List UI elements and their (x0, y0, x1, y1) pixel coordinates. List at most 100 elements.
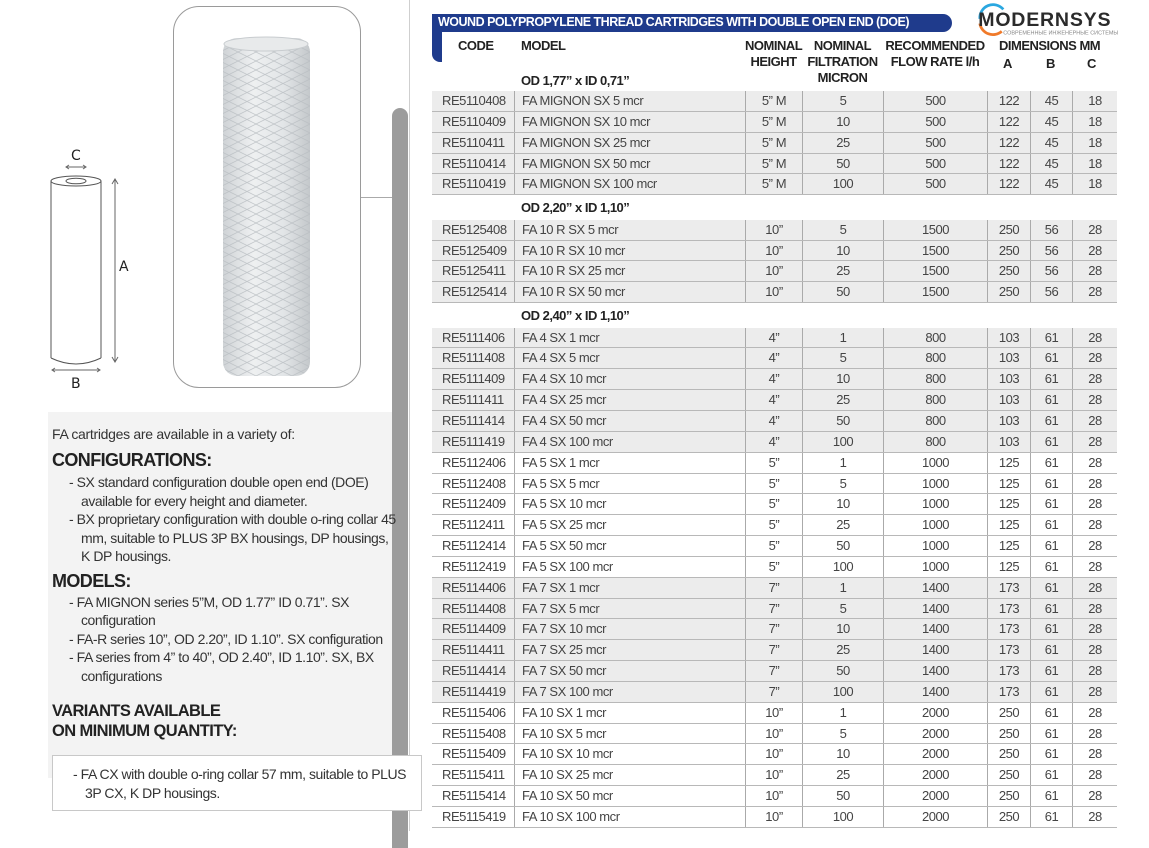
cell-c: 18 (1072, 153, 1117, 174)
cell-height: 4” (745, 390, 802, 410)
cell-b: 45 (1030, 91, 1072, 111)
cell-height: 10” (745, 723, 802, 744)
cell-code: RE5115419 (442, 809, 506, 824)
cell-code: RE5114408 (442, 600, 506, 616)
cell-flow: 2000 (883, 807, 987, 827)
cell-height: 10” (745, 744, 802, 765)
banner-curve (432, 14, 442, 62)
cell-c: 28 (1072, 473, 1117, 494)
cell-c: 28 (1072, 661, 1117, 681)
cell-c: 28 (1072, 619, 1117, 640)
cell-model: FA 4 SX 100 mcr (514, 431, 745, 452)
cell-c: 28 (1072, 515, 1117, 536)
svg-text:MODERNSYS: MODERNSYS (978, 9, 1111, 31)
cell-model: FA 4 SX 1 mcr (514, 327, 745, 348)
cell-model: FA 4 SX 5 mcr (514, 348, 745, 369)
cell-code: RE5111406 (442, 329, 505, 345)
table-row: RE5111419 FA 4 SX 100 mcr 4” 100 800 103 61 28 (432, 431, 1117, 453)
cell-model: FA 7 SX 5 mcr (514, 598, 745, 619)
cell-b: 61 (1030, 786, 1072, 806)
cell-b: 56 (1030, 282, 1072, 303)
table-row: RE5111409 FA 4 SX 10 mcr 4” 10 800 103 61 28 (432, 369, 1117, 391)
cell-flow: 1000 (883, 473, 987, 494)
cell-flow: 1400 (883, 640, 987, 661)
table-row: RE5115406 FA 10 SX 1 mcr 10” 1 2000 250 61 28 (432, 702, 1117, 724)
cell-b: 61 (1030, 348, 1072, 369)
table-row: RE5114419 FA 7 SX 100 mcr 7” 100 1400 173 61 28 (432, 681, 1117, 703)
cell-height: 5” (745, 556, 802, 577)
cell-a: 250 (987, 765, 1030, 786)
section-title: OD 2,40” x ID 1,10” (521, 308, 630, 324)
cell-c: 28 (1072, 327, 1117, 348)
cell-code: RE5115406 (442, 704, 506, 720)
cell-height: 7” (745, 598, 802, 619)
description-panel (48, 412, 392, 778)
cell-flow: 2000 (883, 723, 987, 744)
cell-flow: 1500 (883, 282, 987, 303)
header-dimensions: DIMENSIONS MM (999, 38, 1101, 53)
table-row: RE5112411 FA 5 SX 25 mcr 5” 25 1000 125 61 28 (432, 515, 1117, 537)
table-row: RE5115419 FA 10 SX 100 mcr 10” 100 2000 250 61… (432, 807, 1117, 828)
cell-b: 61 (1030, 640, 1072, 661)
cell-micron: 25 (802, 132, 883, 153)
cell-height: 4” (745, 431, 802, 452)
cell-flow: 1400 (883, 661, 987, 681)
cell-b: 61 (1030, 556, 1072, 577)
cell-model: FA 4 SX 10 mcr (514, 369, 745, 390)
cell-flow: 800 (883, 327, 987, 348)
table-row: RE5110408 FA MIGNON SX 5 mcr 5” M 5 500 122 45… (432, 91, 1117, 112)
cell-height: 10” (745, 282, 802, 303)
cell-micron: 5 (802, 91, 883, 111)
header-micron-line: NOMINAL (813, 38, 872, 53)
cell-micron: 5 (802, 219, 883, 240)
cell-c: 28 (1072, 452, 1117, 473)
cell-c: 28 (1072, 577, 1117, 598)
header-flow: RECOMMENDED FLOW RATE l/h (884, 38, 986, 69)
cell-micron: 100 (802, 681, 883, 702)
cartridge-photo (223, 36, 310, 376)
table-row: RE5111408 FA 4 SX 5 mcr 4” 5 800 103 61 28 (432, 348, 1117, 370)
table-row: RE5111406 FA 4 SX 1 mcr 4” 1 800 103 61 28 (432, 327, 1117, 349)
description-text: FA cartridges are available in a variety… (52, 426, 422, 811)
table-row: RE5112408 FA 5 SX 5 mcr 5” 5 1000 125 61 28 (432, 473, 1117, 495)
table-row: RE5114414 FA 7 SX 50 mcr 7” 50 1400 173 61 28 (432, 661, 1117, 682)
cell-code: RE5125414 (442, 284, 507, 300)
cell-flow: 1400 (883, 681, 987, 702)
header-c: C (1087, 56, 1096, 71)
cell-a: 173 (987, 619, 1030, 640)
configuration-item: - BX proprietary configuration with doub… (69, 511, 396, 564)
cell-c: 28 (1072, 723, 1117, 744)
cell-height: 5” M (745, 111, 802, 132)
cell-micron: 25 (802, 515, 883, 536)
cell-flow: 800 (883, 410, 987, 431)
cell-micron: 25 (802, 765, 883, 786)
table-row: RE5111414 FA 4 SX 50 mcr 4” 50 800 103 61 28 (432, 410, 1117, 432)
cell-c: 28 (1072, 261, 1117, 282)
cell-micron: 5 (802, 723, 883, 744)
cell-a: 103 (987, 431, 1030, 452)
models-title: MODELS: (52, 570, 131, 591)
cell-micron: 25 (802, 261, 883, 282)
cell-model: FA 7 SX 25 mcr (514, 640, 745, 661)
cell-a: 103 (987, 348, 1030, 369)
cell-height: 10” (745, 807, 802, 827)
cell-code: RE5111409 (442, 371, 505, 387)
cell-a: 250 (987, 744, 1030, 765)
cell-a: 103 (987, 410, 1030, 431)
table-row: RE5125408 FA 10 R SX 5 mcr 10” 5 1500 250 56 28 (432, 219, 1117, 241)
cell-height: 5” M (745, 132, 802, 153)
header-a: A (1003, 56, 1012, 71)
cell-code: RE5114409 (442, 621, 506, 637)
table-row: RE5112409 FA 5 SX 10 mcr 5” 10 1000 125 61 28 (432, 494, 1117, 516)
divider-line (361, 197, 392, 198)
cell-flow: 800 (883, 369, 987, 390)
cell-b: 61 (1030, 661, 1072, 681)
cell-code: RE5112419 (442, 558, 506, 574)
section-title: OD 2,20” x ID 1,10” (521, 200, 630, 216)
cell-micron: 50 (802, 786, 883, 806)
cell-height: 4” (745, 327, 802, 348)
cell-b: 61 (1030, 744, 1072, 765)
cell-model: FA 10 R SX 50 mcr (514, 282, 745, 303)
cell-a: 173 (987, 598, 1030, 619)
cell-c: 28 (1072, 702, 1117, 723)
